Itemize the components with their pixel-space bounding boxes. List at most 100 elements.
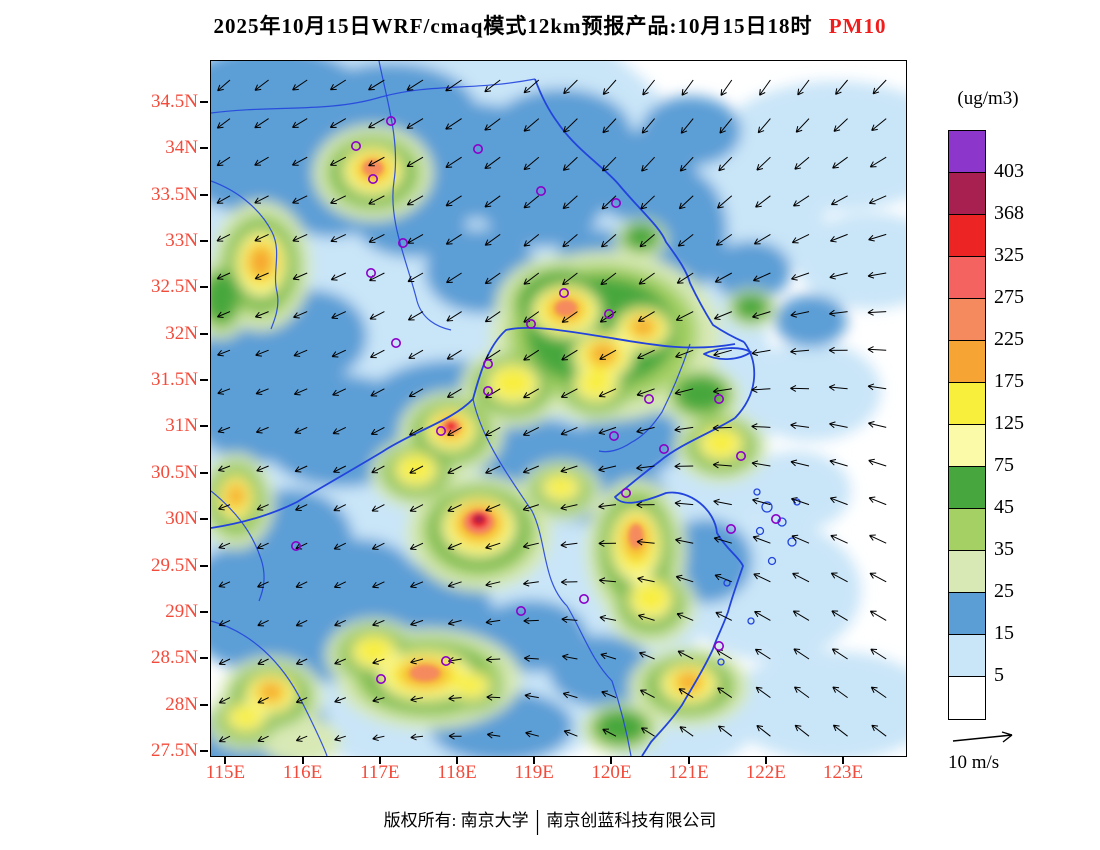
city-marker bbox=[515, 605, 526, 616]
wind-arrow bbox=[218, 619, 231, 627]
wind-arrow bbox=[523, 388, 540, 399]
wind-arrow bbox=[368, 156, 385, 167]
colorbar-cell-4 bbox=[949, 299, 985, 341]
wind-arrow bbox=[602, 118, 617, 134]
wind-arrow bbox=[560, 426, 578, 436]
lat-tick bbox=[200, 749, 208, 752]
city-marker bbox=[376, 673, 387, 684]
wind-arrow bbox=[792, 610, 810, 621]
pm10-blob bbox=[479, 155, 603, 247]
wind-arrow bbox=[294, 465, 308, 473]
lon-label-120E: 120E bbox=[591, 762, 632, 783]
island-outline bbox=[767, 556, 777, 566]
wind-arrow bbox=[718, 156, 733, 172]
wind-arrow bbox=[407, 272, 424, 283]
wind-arrow bbox=[713, 498, 732, 506]
city-marker bbox=[482, 385, 493, 396]
wind-arrow bbox=[484, 79, 501, 93]
city-marker bbox=[535, 186, 546, 197]
wind-arrow bbox=[713, 536, 732, 544]
wind-arrow bbox=[599, 614, 617, 622]
wind-arrow bbox=[715, 611, 733, 621]
colorbar-tick-225: 225 bbox=[994, 328, 1024, 350]
wind-arrow bbox=[867, 271, 887, 279]
wind-arrow bbox=[679, 726, 694, 737]
colorbar-cell-13 bbox=[949, 677, 985, 719]
wind-arrow bbox=[717, 195, 733, 209]
wind-arrow bbox=[331, 311, 347, 320]
wind-arrow bbox=[870, 686, 887, 699]
city-marker bbox=[735, 450, 746, 461]
wind-arrow bbox=[292, 233, 308, 242]
wind-arrow bbox=[674, 499, 694, 507]
wind-arrow bbox=[372, 581, 385, 589]
colorbar-tick-125: 125 bbox=[994, 412, 1024, 434]
wind-arrow bbox=[869, 534, 887, 544]
wind-arrow bbox=[292, 272, 308, 281]
wind-arrow bbox=[756, 156, 771, 171]
wind-legend-arrow-icon bbox=[952, 731, 1013, 743]
wind-arrow bbox=[218, 697, 231, 704]
island-outline bbox=[747, 617, 755, 625]
wind-arrow bbox=[522, 426, 540, 436]
pm10-blob bbox=[492, 367, 534, 399]
wind-arrow bbox=[448, 732, 462, 740]
pm10-blob bbox=[734, 294, 768, 320]
wind-arrow bbox=[563, 729, 578, 737]
wind-arrow bbox=[406, 195, 424, 206]
coastline-path bbox=[703, 347, 752, 360]
wind-arrow bbox=[254, 272, 269, 280]
pm10-blob bbox=[775, 295, 847, 347]
wind-arrow bbox=[560, 465, 578, 474]
wind-arrow bbox=[868, 496, 887, 506]
wind-arrow bbox=[674, 462, 694, 470]
plot-title-main: 2025年10月15日WRF/cmaq模式12km预报产品:10月15日18时 bbox=[213, 14, 813, 38]
wind-arrow bbox=[867, 346, 887, 353]
wind-arrow bbox=[598, 539, 617, 547]
city-marker bbox=[436, 425, 447, 436]
wind-arrow bbox=[602, 156, 617, 172]
colorbar-unit-label: (ug/m3) bbox=[957, 88, 1019, 109]
wind-arrow bbox=[216, 311, 231, 319]
city-marker bbox=[291, 540, 302, 551]
pm10-blob bbox=[741, 451, 851, 531]
wind-arrow bbox=[752, 272, 771, 282]
wind-arrow bbox=[523, 79, 540, 94]
wind-arrow bbox=[791, 272, 810, 281]
wind-arrow bbox=[484, 118, 501, 131]
wind-arrow bbox=[372, 734, 385, 742]
pm10-blob bbox=[555, 300, 577, 316]
wind-arrow bbox=[757, 118, 771, 134]
wind-arrow bbox=[293, 311, 308, 319]
wind-arrow bbox=[638, 272, 655, 285]
wind-arrow bbox=[368, 79, 385, 91]
colorbar-cell-8 bbox=[949, 467, 985, 509]
wind-arrow bbox=[486, 731, 501, 739]
wind-arrow bbox=[639, 689, 655, 699]
wind-arrow bbox=[563, 79, 578, 95]
pm10-blob bbox=[248, 245, 274, 279]
wind-arrow bbox=[447, 581, 462, 588]
wind-arrow bbox=[295, 658, 308, 665]
city-marker bbox=[578, 593, 589, 604]
wind-arrow bbox=[406, 118, 424, 129]
wind-arrow bbox=[370, 426, 385, 435]
wind-arrow bbox=[867, 308, 887, 316]
wind-arrow bbox=[523, 272, 540, 285]
city-marker bbox=[725, 523, 736, 534]
wind-arrow bbox=[446, 388, 462, 398]
wind-arrow bbox=[636, 426, 655, 434]
wind-arrow bbox=[409, 465, 424, 474]
lat-label-33N: 33N bbox=[165, 230, 198, 252]
pm10-blob bbox=[549, 635, 653, 707]
wind-arrow bbox=[830, 195, 848, 206]
wind-arrow bbox=[332, 388, 347, 396]
lat-tick bbox=[200, 657, 208, 660]
wind-arrow bbox=[294, 426, 308, 434]
lat-label-33.5N: 33.5N bbox=[151, 183, 198, 205]
wind-arrow bbox=[257, 735, 269, 743]
lat-tick bbox=[200, 379, 208, 382]
wind-arrow bbox=[598, 577, 617, 585]
coastline-path bbox=[534, 78, 745, 343]
lat-label-28.5N: 28.5N bbox=[151, 647, 198, 669]
